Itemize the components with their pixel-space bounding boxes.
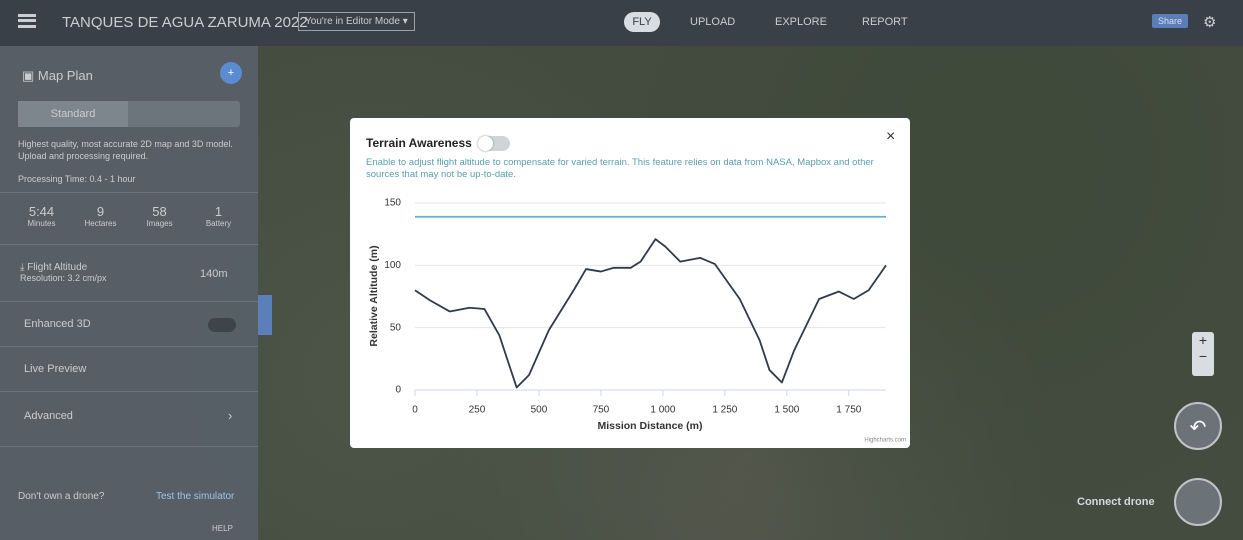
nav-upload[interactable]: UPLOAD [690, 16, 735, 28]
top-bar: TANQUES DE AGUA ZARUMA 2022 You're in Ed… [0, 0, 1243, 46]
simulator-link[interactable]: Test the simulator [156, 491, 234, 502]
resolution: Resolution: 3.2 cm/px [20, 273, 107, 283]
chevron: › [228, 408, 232, 423]
x-tick-label: 0 [412, 405, 418, 416]
sidebar: ▣ Map Plan + Standard Highest quality, m… [0, 46, 258, 540]
stat-value: 1 [189, 204, 248, 219]
y-tick-label: 0 [395, 385, 401, 396]
share-button[interactable]: Share [1152, 14, 1188, 28]
y-axis-title: Relative Altitude (m) [368, 245, 380, 346]
menu-icon[interactable] [18, 14, 36, 28]
x-tick-label: 750 [593, 405, 610, 416]
stat-value: 9 [71, 204, 130, 219]
chart-credit: Highcharts.com [864, 438, 906, 444]
connect-drone-label: Connect drone [1077, 496, 1155, 508]
stat-value: 5:44 [12, 204, 71, 219]
nav-report[interactable]: REPORT [862, 16, 908, 28]
x-tick-label: 1 500 [774, 405, 799, 416]
mode-label: You're in Editor Mode [305, 16, 400, 27]
zoom-control: +− [1192, 332, 1214, 376]
x-tick-label: 250 [469, 405, 486, 416]
help-link[interactable]: HELP [212, 524, 233, 533]
processing-time: Processing Time: 0.4 - 1 hour [18, 174, 136, 184]
option-live-preview: Live Preview [24, 363, 86, 375]
altitude-title: Flight Altitude [27, 262, 87, 273]
y-tick-label: 100 [384, 260, 401, 271]
panel-title: ▣ Map Plan [22, 68, 93, 84]
panel-title-text: Map Plan [38, 68, 93, 83]
stat-value: 58 [130, 204, 189, 219]
nav-explore[interactable]: EXPLORE [775, 16, 827, 28]
x-tick-label: 1 750 [836, 405, 861, 416]
zoom-in[interactable]: + [1192, 332, 1214, 348]
add-button[interactable]: + [220, 62, 242, 84]
x-tick-label: 1 250 [712, 405, 737, 416]
x-tick-label: 500 [531, 405, 548, 416]
y-tick-label: 50 [390, 322, 402, 333]
footer-question: Don't own a drone? [18, 491, 104, 502]
altitude-chart: Relative Altitude (m) Mission Distance (… [350, 118, 910, 448]
series-line [415, 239, 886, 387]
undo-button[interactable]: ↶ [1174, 402, 1222, 450]
zoom-out[interactable]: − [1192, 348, 1214, 364]
terrain-modal: Terrain Awareness × Enable to adjust fli… [350, 118, 910, 448]
nav-fly[interactable]: FLY [624, 12, 660, 32]
connect-drone-button[interactable] [1174, 478, 1222, 526]
altitude-value: 140m [200, 268, 228, 280]
toggle-enhanced-3d[interactable] [208, 318, 236, 332]
stat-label: Battery [189, 219, 248, 228]
app: TANQUES DE AGUA ZARUMA 2022 You're in Ed… [0, 0, 1243, 540]
stat-label: Images [130, 219, 189, 228]
x-axis-title: Mission Distance (m) [597, 420, 702, 432]
stat-label: Minutes [12, 219, 71, 228]
option-advanced[interactable]: Advanced [24, 410, 73, 422]
stat-label: Hectares [71, 219, 130, 228]
plan-description: Highest quality, most accurate 2D map an… [18, 138, 240, 162]
mode-dropdown[interactable]: You're in Editor Mode ▾ [298, 12, 415, 31]
settings-icon[interactable]: ⚙ [1203, 13, 1216, 31]
tab-bar: Standard [18, 101, 240, 127]
x-tick-label: 1 000 [650, 405, 675, 416]
tab-standard[interactable]: Standard [18, 101, 128, 127]
y-tick-label: 150 [384, 198, 401, 209]
option-enhanced-3d: Enhanced 3D [24, 318, 91, 330]
project-title: TANQUES DE AGUA ZARUMA 2022 [62, 14, 308, 31]
collapse-tab[interactable] [258, 295, 272, 335]
